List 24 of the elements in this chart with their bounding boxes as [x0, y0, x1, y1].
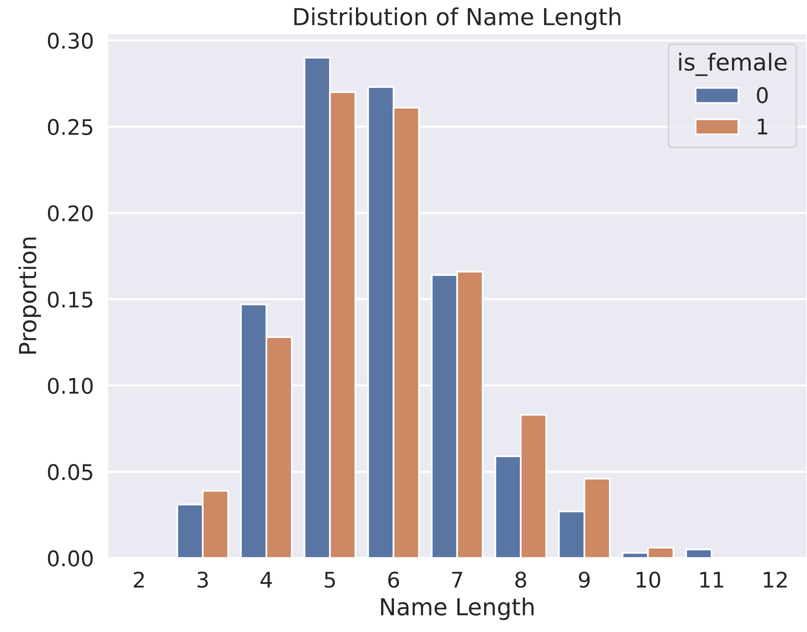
x-tick-label: 5	[324, 572, 335, 588]
y-tick-label: 0.00	[48, 550, 93, 566]
x-axis-title: Name Length	[381, 598, 534, 620]
y-tick-label: 0.20	[48, 205, 93, 222]
x-tick-label: 8	[515, 572, 526, 588]
legend-label: 1	[758, 118, 768, 134]
x-tick-label: 11	[700, 572, 724, 588]
y-tick-label: 0.25	[48, 118, 92, 136]
x-tick-label: 7	[452, 572, 462, 588]
y-tick-label: 0.10	[48, 378, 93, 394]
legend-title: is_female	[679, 52, 787, 76]
x-tick-label: 12	[764, 572, 787, 588]
y-axis-title: Proportion	[18, 238, 41, 354]
legend-label: 0	[756, 87, 768, 104]
x-tick-label: 6	[388, 572, 400, 588]
y-tick-label: 0.15	[48, 291, 92, 308]
x-tick-label: 9	[578, 572, 590, 588]
y-tick-label: 0.30	[48, 32, 93, 49]
y-tick-label: 0.05	[48, 464, 92, 480]
x-tick-label: 4	[260, 572, 272, 588]
x-tick-label: 3	[198, 572, 208, 588]
x-tick-label: 10	[636, 572, 660, 588]
x-tick-label: 2	[134, 572, 144, 588]
chart-title: Distribution of Name Length	[294, 7, 620, 30]
